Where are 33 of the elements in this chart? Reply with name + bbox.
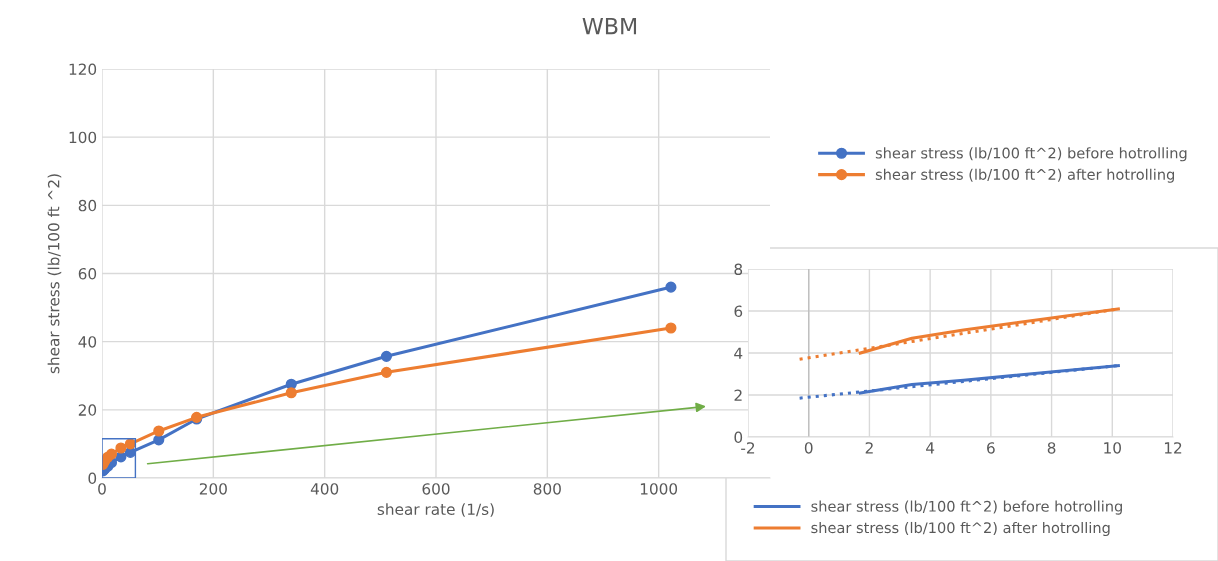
x-tick-label: 2 [865,442,873,454]
x-tick-label: 8 [1047,442,1056,454]
x-tick-label: 800 [533,483,561,495]
x-tick-label: 10 [1104,442,1121,454]
x-tick-label: 0 [98,483,106,495]
y-tick-label: 120 [69,63,97,76]
x-tick-label: 1000 [640,483,678,495]
y-tick-label: 60 [78,267,97,280]
x-tick-label: 6 [987,442,995,454]
y-tick-label: 0 [734,431,743,444]
chart-title: WBM [582,17,637,35]
x-tick-label: 600 [422,483,450,495]
y-tick-label: 4 [734,347,743,359]
y-tick-label: 0 [88,472,97,485]
y-tick-label: 6 [734,305,743,318]
x-tick-label: -2 [741,442,755,454]
x-tick-label: 12 [1164,442,1182,454]
x-tick-label: 400 [310,483,339,495]
legend-label: shear stress (lb/100 ft^2) before hotrolling [875,147,1187,162]
x-tick-label: 200 [199,483,227,495]
y-tick-label: 20 [78,404,97,416]
y-tick-label: 100 [69,131,97,144]
y-axis-title: shear stress (lb/100 ft ^2) [47,174,62,374]
legend-label: shear stress (lb/100 ft^2) before hotrolling [811,500,1122,515]
y-tick-label: 40 [78,336,97,348]
y-tick-label: 8 [734,263,743,276]
x-tick-label: 4 [926,442,935,454]
legend-label: shear stress (lb/100 ft^2) after hotrolling [811,521,1110,537]
legend-label: shear stress (lb/100 ft^2) after hotrolling [875,168,1174,183]
y-tick-label: 2 [734,389,742,401]
x-tick-label: 0 [804,442,813,454]
y-tick-label: 80 [78,199,97,212]
x-axis-title: shear rate (1/s) [377,503,494,517]
